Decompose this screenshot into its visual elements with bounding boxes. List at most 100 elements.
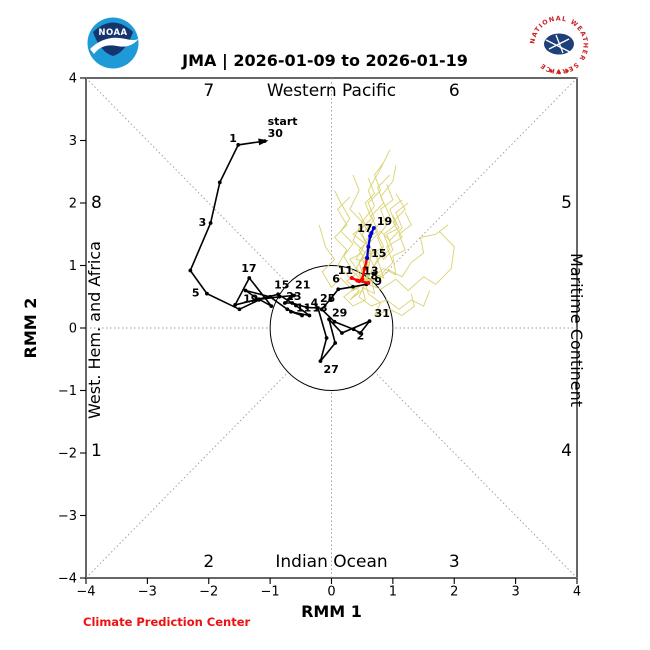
- day-marker: [233, 302, 238, 307]
- day-marker: [319, 307, 324, 312]
- x-tick-label: −4: [76, 585, 95, 600]
- x-tick-label: −1: [261, 585, 280, 600]
- day-marker: [336, 287, 341, 292]
- day-label: 8: [370, 269, 378, 282]
- phase-number: 8: [91, 193, 102, 213]
- day-label: 4: [311, 296, 319, 309]
- day-marker: [351, 327, 356, 332]
- phase-number: 6: [449, 81, 460, 101]
- region-side-labels: West. Hem. and Africa Maritime Continent: [85, 241, 586, 419]
- ensemble-member: [358, 149, 391, 284]
- day-marker: [294, 303, 298, 308]
- unit-circle: [269, 265, 394, 391]
- day-label: 3: [199, 216, 207, 229]
- day-marker: [366, 244, 371, 249]
- y-tick-label: 3: [69, 134, 77, 149]
- phase-number: 1: [91, 441, 102, 461]
- day-label: 19: [377, 215, 392, 228]
- day-marker: [362, 266, 367, 271]
- day-label: 6: [332, 272, 340, 285]
- day-marker: [332, 319, 337, 324]
- day-label: 5: [192, 287, 200, 300]
- day-marker: [328, 297, 333, 302]
- ensemble-member: [364, 184, 394, 284]
- phase-guide-lines: [85, 77, 578, 579]
- day-marker: [282, 301, 287, 305]
- day-label: 31: [375, 307, 390, 320]
- day-marker: [208, 221, 213, 225]
- axis-ticks: [80, 77, 578, 584]
- region-label-western-pacific: Western Pacific: [267, 81, 396, 101]
- phase-number: 5: [561, 193, 572, 213]
- region-label-maritime-continent: Maritime Continent: [567, 253, 586, 407]
- phase-number: 7: [203, 81, 214, 101]
- x-tick-label: 3: [511, 585, 519, 600]
- ensemble-member: [365, 230, 455, 292]
- day-marker: [327, 317, 331, 322]
- day-label: 11: [296, 302, 311, 315]
- noaa-logo-text: NOAA: [98, 28, 127, 38]
- day-label: 13: [363, 264, 378, 277]
- ensemble-member: [358, 282, 431, 310]
- day-marker: [268, 294, 273, 299]
- ensemble-member-lines: [318, 149, 455, 317]
- day-marker: [367, 319, 372, 324]
- day-marker: [205, 291, 209, 296]
- day-label: 9: [374, 275, 382, 288]
- y-tick-label: −3: [58, 509, 77, 524]
- day-label: 13: [312, 302, 327, 315]
- day-marker: [188, 268, 193, 273]
- forecast-week2-trajectory: [365, 226, 376, 260]
- noaa-seagull-icon: [90, 37, 140, 54]
- y-tick-label: 1: [69, 259, 77, 274]
- ensemble-member: [364, 202, 409, 284]
- day-label: 17: [357, 222, 372, 235]
- day-label: 23: [286, 290, 301, 303]
- day-marker: [368, 234, 373, 239]
- day-marker: [351, 284, 355, 289]
- day-label: 21: [295, 279, 310, 292]
- y-tick-label: 0: [69, 322, 77, 337]
- day-marker: [340, 331, 344, 335]
- day-marker: [365, 256, 370, 260]
- day-marker: [236, 142, 241, 147]
- ensemble-member: [365, 224, 449, 284]
- ensemble-member: [318, 224, 366, 292]
- day-label: 30: [268, 127, 284, 140]
- y-tick-label: −1: [58, 384, 77, 399]
- day-label: 11: [338, 264, 353, 277]
- region-label-indian-ocean: Indian Ocean: [275, 552, 387, 572]
- day-marker: [305, 305, 309, 310]
- phase-number: 2: [203, 552, 214, 572]
- ensemble-member: [364, 282, 415, 317]
- x-tick-label: −2: [199, 585, 218, 600]
- start-label: start: [268, 115, 298, 128]
- y-axis-title: RMM 2: [21, 298, 40, 359]
- day-marker: [237, 307, 242, 312]
- day-label: 17: [241, 262, 256, 275]
- noaa-logo: NOAA: [87, 17, 140, 69]
- day-label: 19: [243, 292, 258, 305]
- x-tick-label: 4: [573, 585, 581, 600]
- day-marker: [324, 336, 329, 340]
- ensemble-member: [334, 190, 366, 284]
- ensemble-member: [358, 177, 376, 284]
- x-tick-label: −3: [138, 585, 157, 600]
- day-marker: [285, 307, 290, 312]
- observed-trajectory: [188, 139, 372, 364]
- day-marker: [289, 309, 293, 314]
- day-label: 29: [332, 306, 347, 319]
- day-marker: [366, 281, 371, 285]
- nws-logo: NATIONAL WEATHER SERVICE: [528, 14, 590, 76]
- day-marker: [360, 277, 365, 282]
- cpc-credit: Climate Prediction Center: [83, 615, 251, 629]
- day-label: 15: [274, 278, 289, 291]
- day-label: 15: [371, 247, 386, 260]
- day-marker: [307, 313, 312, 318]
- day-marker: [318, 359, 323, 364]
- day-marker: [358, 331, 363, 335]
- day-marker: [257, 297, 261, 302]
- day-marker: [349, 276, 354, 280]
